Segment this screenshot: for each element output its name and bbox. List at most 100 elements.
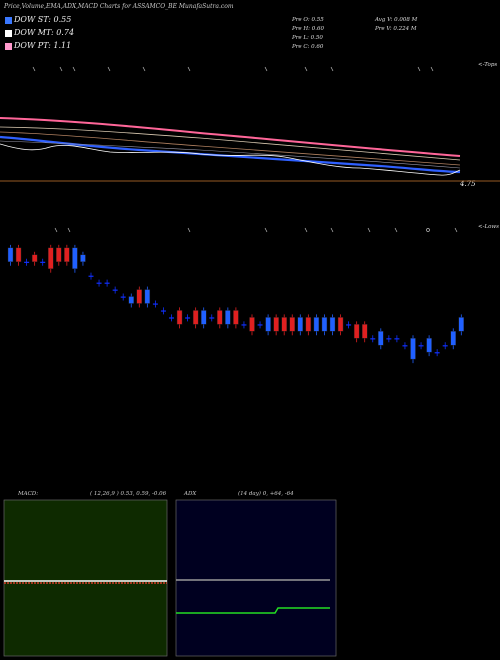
lows-label: <-Lows <box>478 224 499 230</box>
ohlc-high: Pre H: 0.60 <box>292 26 324 32</box>
candle-body <box>225 310 231 325</box>
candle-body <box>217 310 223 325</box>
low-marker <box>454 227 458 233</box>
candle-body <box>362 324 368 339</box>
candle-body <box>136 289 143 304</box>
top-marker <box>264 66 268 72</box>
candle-body <box>160 310 166 312</box>
ema-pt-line <box>0 117 461 157</box>
candle-body <box>378 331 384 346</box>
candle-body <box>128 296 134 304</box>
candle-body <box>24 261 30 263</box>
legend-dow-mt: DOW MT: 0.74 <box>14 28 75 37</box>
ema-mt-line <box>0 140 461 169</box>
top-marker <box>32 66 36 72</box>
candle-body <box>297 317 303 332</box>
candle-body <box>15 247 22 262</box>
candle-body <box>192 310 199 325</box>
candle-body <box>418 345 424 347</box>
candle-body <box>442 345 448 347</box>
candle-body <box>370 338 376 340</box>
candle-body <box>152 303 158 305</box>
legend-swatch-pt <box>5 43 12 50</box>
candle-body <box>313 317 320 332</box>
candle-body <box>185 317 191 319</box>
candle-body <box>200 310 207 325</box>
ema-long-line <box>0 126 461 161</box>
ohlc-close: Pre C: 0.60 <box>292 44 324 50</box>
candle-body <box>281 317 287 332</box>
legend-dow-pt: DOW PT: 1.11 <box>14 41 72 50</box>
ohlc-low: Pre L: 0.50 <box>292 35 323 41</box>
tops-label: <-Tops <box>478 62 498 68</box>
candle-body <box>426 338 432 353</box>
candle-body <box>289 317 295 332</box>
last-price-label: 4.75 <box>460 180 476 188</box>
legend-swatch-st <box>5 17 12 24</box>
candle-body <box>273 317 279 332</box>
candle-body <box>257 324 263 326</box>
candle-body <box>88 275 94 277</box>
low-marker <box>330 227 334 233</box>
candle-body <box>249 317 255 332</box>
top-markers <box>32 66 434 72</box>
candle-body <box>56 247 62 262</box>
candle-body <box>410 338 416 360</box>
price-close-line <box>0 143 461 176</box>
candle-body <box>450 331 456 346</box>
macd-title: MACD: <box>18 491 39 497</box>
candle-body <box>7 247 14 262</box>
candle-body <box>72 247 78 269</box>
macd-panel <box>3 499 168 657</box>
top-marker <box>59 66 63 72</box>
top-marker <box>107 66 111 72</box>
low-marker <box>264 227 268 233</box>
candle-body <box>353 324 360 339</box>
candle-body <box>144 289 151 304</box>
top-marker <box>417 66 421 72</box>
candle-body <box>346 324 352 326</box>
low-marker <box>187 227 191 233</box>
top-marker <box>142 66 146 72</box>
candle-body <box>265 317 271 332</box>
candle-body <box>329 317 336 332</box>
adx-title: ADX <box>184 491 197 497</box>
legend-dow-st: DOW ST: 0.55 <box>14 15 72 24</box>
macd-params: ( 12,26,9 ) 0.53, 0.59, -0.06 <box>90 491 167 497</box>
top-marker <box>187 66 191 72</box>
low-marker <box>67 227 71 233</box>
candle-body <box>120 296 126 298</box>
candle-body <box>48 247 54 269</box>
low-marker <box>304 227 308 233</box>
candle-body <box>80 254 86 262</box>
ema-mid-line <box>0 131 461 166</box>
chart-title: Price,Volume,EMA,ADX,MACD Charts for ASS… <box>4 3 234 10</box>
candle-body <box>112 289 118 291</box>
legend-swatch-mt <box>5 30 12 37</box>
candle-body <box>394 338 400 340</box>
candle-body <box>176 310 183 325</box>
top-marker <box>430 66 434 72</box>
candle-body <box>64 247 70 262</box>
candle-body <box>96 282 102 284</box>
candle-body <box>305 317 312 332</box>
low-marker-circle <box>426 228 430 232</box>
candle-body <box>386 338 392 340</box>
candle-body <box>104 282 110 284</box>
low-marker <box>54 227 58 233</box>
candle-body <box>233 310 239 325</box>
candles-group <box>7 244 464 364</box>
candle-body <box>458 317 464 332</box>
low-marker <box>367 227 371 233</box>
low-markers <box>54 227 458 233</box>
candle-body <box>31 254 38 262</box>
candle-body <box>209 317 215 319</box>
candle-body <box>40 261 46 263</box>
top-marker <box>304 66 308 72</box>
candle-body <box>169 317 174 319</box>
top-marker <box>330 66 334 72</box>
low-marker <box>394 227 398 233</box>
candle-body <box>337 317 344 332</box>
candle-body <box>241 324 247 326</box>
